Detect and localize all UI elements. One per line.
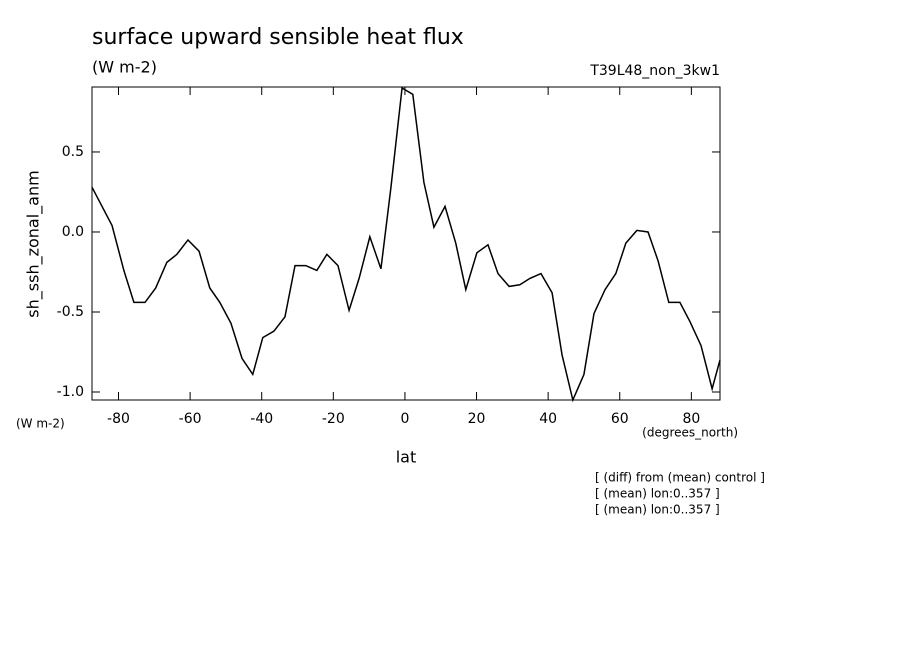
y-tick-label: 0.5 xyxy=(62,144,84,160)
y-tick-label: -0.5 xyxy=(57,304,84,320)
note: [ (mean) lon:0..357 ] xyxy=(595,487,720,501)
chart-subtitle: (W m-2) xyxy=(92,58,157,77)
x-tick-label: 0 xyxy=(400,411,409,427)
x-tick-label: -60 xyxy=(179,411,202,427)
y-axis-label: sh_ssh_zonal_anm xyxy=(24,170,44,317)
x-axis-label: lat xyxy=(396,448,417,467)
x-tick-label: 60 xyxy=(611,411,629,427)
dataset-label: T39L48_non_3kw1 xyxy=(589,63,720,79)
x-tick-label: -40 xyxy=(250,411,273,427)
plot-frame xyxy=(91,86,721,401)
chart-title: surface upward sensible heat flux xyxy=(92,25,464,50)
y-tick-label: 0.0 xyxy=(62,224,84,240)
x-units: (degrees_north) xyxy=(642,426,738,440)
x-tick-label: -20 xyxy=(322,411,345,427)
note: [ (diff) from (mean) control ] xyxy=(595,471,765,485)
x-tick-label: 80 xyxy=(682,411,700,427)
x-tick-label: 40 xyxy=(539,411,557,427)
note: [ (mean) lon:0..357 ] xyxy=(595,503,720,517)
data-line xyxy=(91,86,721,403)
y-tick-label: -1.0 xyxy=(57,384,84,400)
y-units: (W m-2) xyxy=(16,417,65,431)
x-tick-label: -80 xyxy=(107,411,130,427)
x-tick-label: 20 xyxy=(468,411,486,427)
